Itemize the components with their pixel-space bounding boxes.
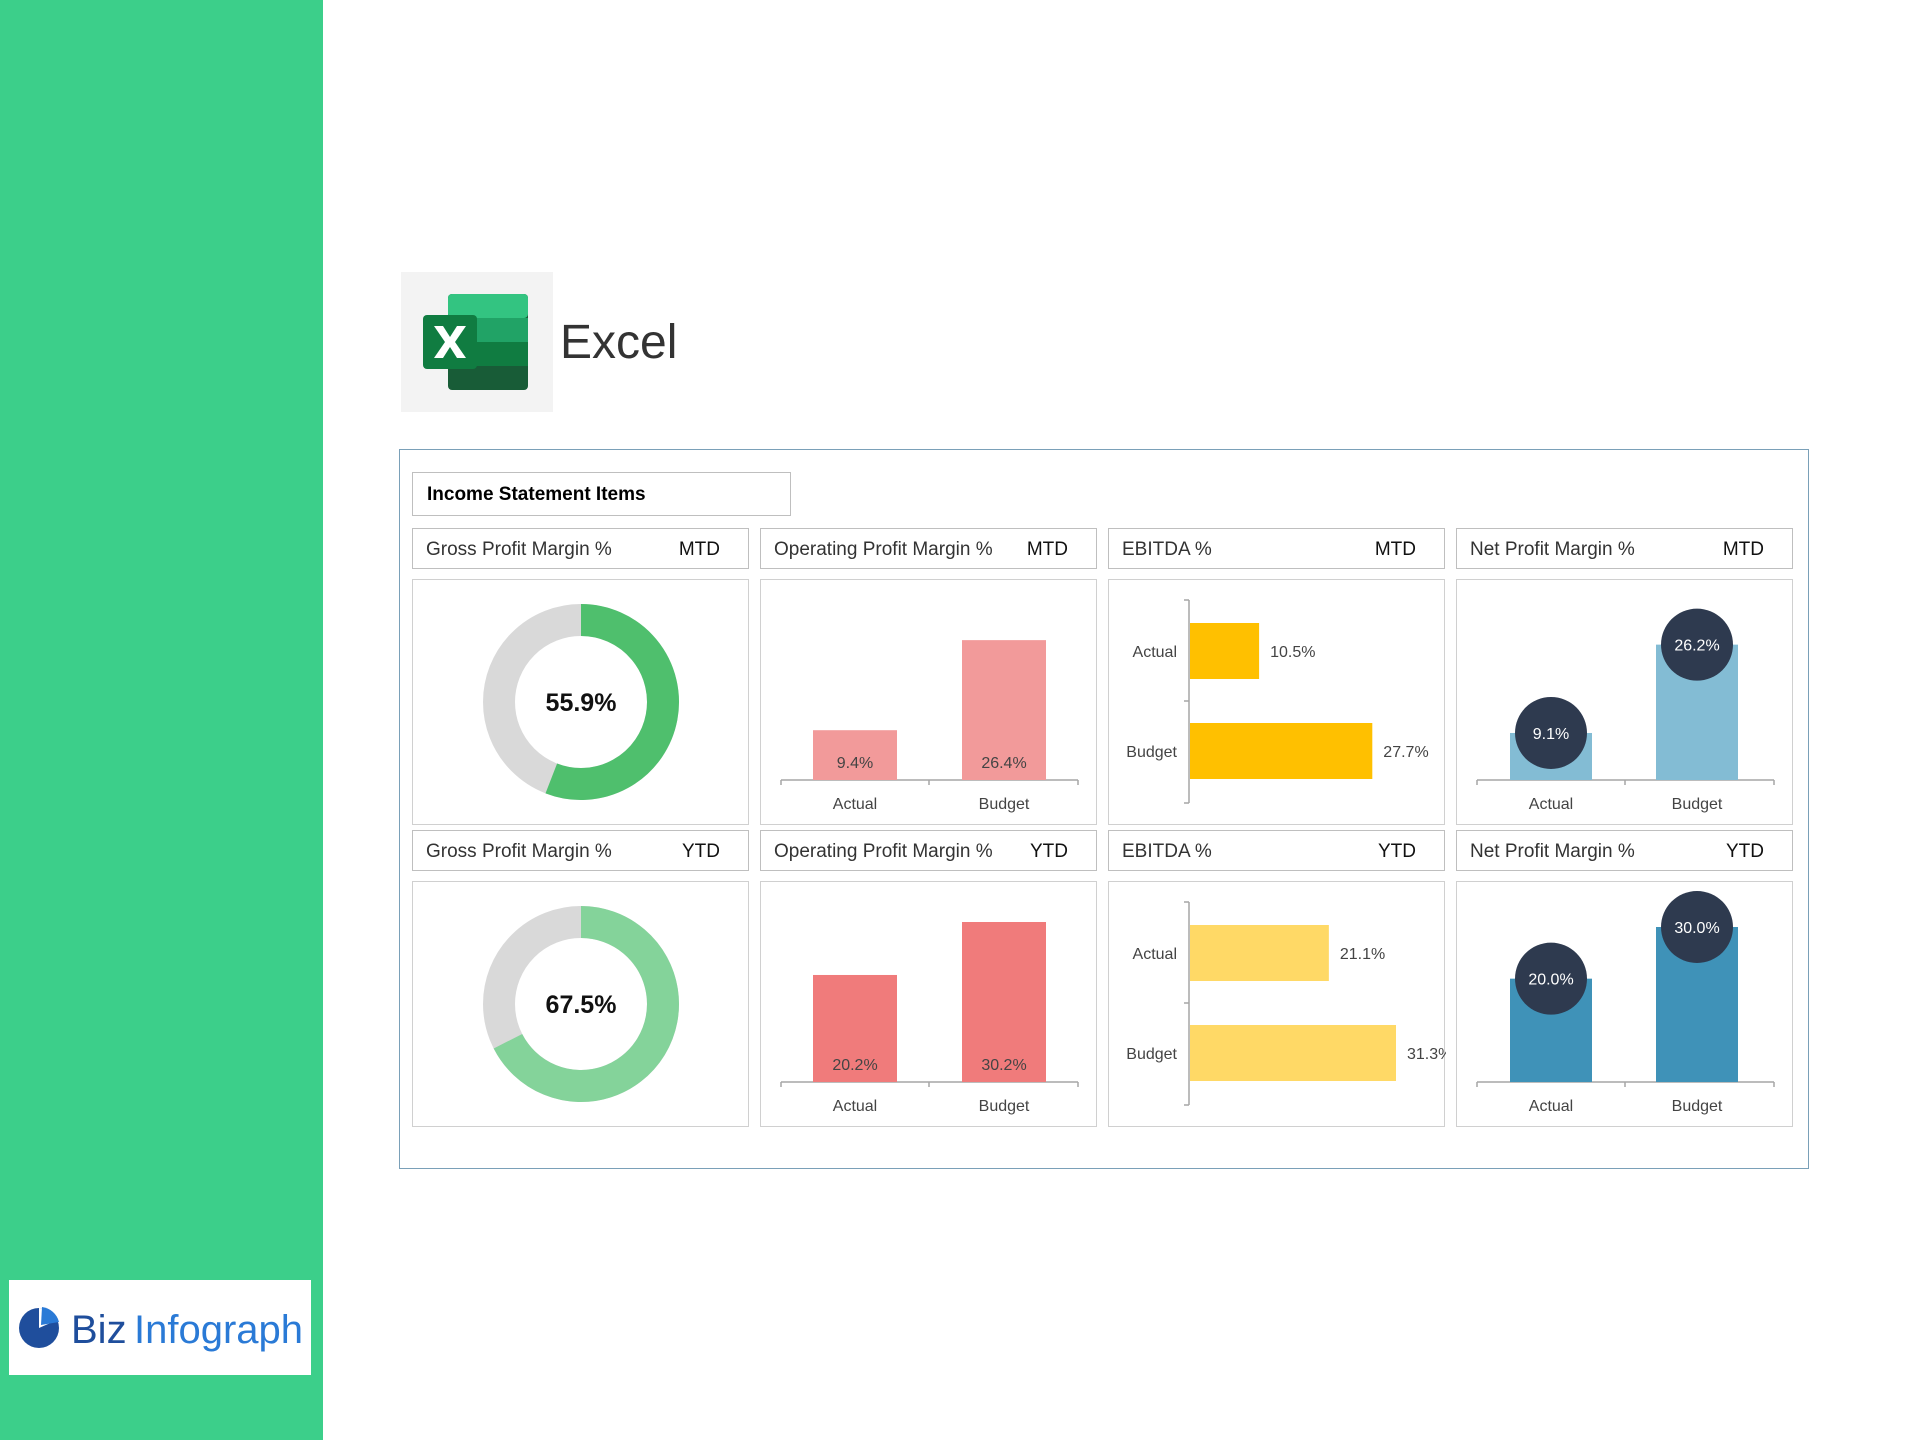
x-tick-label: Actual xyxy=(833,1098,877,1115)
bubble-column-chart: 20.0% Actual 30.0% Budget xyxy=(1476,891,1775,1115)
value-bubble xyxy=(1515,696,1587,769)
bar-value-label: 9.1% xyxy=(1533,726,1569,743)
x-tick-label: Budget xyxy=(1672,1098,1723,1115)
x-tick-label: Actual xyxy=(1529,1098,1573,1115)
column-chart: 20.2% Actual 30.2% Budget xyxy=(780,922,1079,1115)
card-period: MTD xyxy=(678,539,720,560)
bar-chart: 21.1% Actual 31.3% Budget xyxy=(1126,901,1446,1106)
card-period: YTD xyxy=(1378,841,1416,862)
card-title: Net Profit Margin % xyxy=(1470,841,1635,862)
chart-panel: 9.4% Actual 26.4% Budget xyxy=(760,579,1097,825)
bar xyxy=(1190,1025,1396,1081)
x-tick-label: Budget xyxy=(979,796,1030,813)
y-tick-label: Actual xyxy=(1133,946,1177,963)
x-tick-label: Actual xyxy=(1529,796,1573,813)
card-header: EBITDA % MTD xyxy=(1108,528,1445,569)
card-title: Gross Profit Margin % xyxy=(426,841,612,862)
bar-value-label: 20.2% xyxy=(832,1057,877,1074)
value-bubble xyxy=(1661,891,1733,963)
bar-value-label: 21.1% xyxy=(1340,946,1385,963)
x-tick-label: Budget xyxy=(979,1098,1030,1115)
chart-panel: 10.5% Actual 27.7% Budget xyxy=(1108,579,1445,825)
donut-chart: 67.5% xyxy=(483,906,679,1102)
pie-logo-icon xyxy=(19,1307,59,1348)
bar xyxy=(1190,723,1373,779)
donut-value-label: 55.9% xyxy=(546,689,617,717)
card-title: EBITDA % xyxy=(1122,841,1212,862)
card-header: Operating Profit Margin % MTD xyxy=(760,528,1097,569)
card-period: MTD xyxy=(1374,539,1416,560)
bubble-column-chart: 9.1% Actual 26.2% Budget xyxy=(1476,608,1775,813)
x-tick-label: Budget xyxy=(1672,796,1723,813)
chart-panel: 9.1% Actual 26.2% Budget xyxy=(1456,579,1793,825)
donut-chart: 55.9% xyxy=(483,604,679,800)
bar-chart: 10.5% Actual 27.7% Budget xyxy=(1126,599,1429,804)
excel-icon xyxy=(423,294,528,390)
card-header: Gross Profit Margin % MTD xyxy=(412,528,749,569)
card-header: Net Profit Margin % MTD xyxy=(1456,528,1793,569)
section-title: Income Statement Items xyxy=(412,472,791,516)
x-tick-label: Actual xyxy=(833,796,877,813)
value-bubble xyxy=(1661,608,1733,681)
card-period: YTD xyxy=(1726,841,1764,862)
bar xyxy=(813,730,897,780)
card-title: Gross Profit Margin % xyxy=(426,539,612,560)
card-title: Net Profit Margin % xyxy=(1470,539,1635,560)
card-period: YTD xyxy=(1030,841,1068,862)
bar xyxy=(813,974,897,1082)
y-tick-label: Actual xyxy=(1133,644,1177,661)
card-header: EBITDA % YTD xyxy=(1108,830,1445,871)
y-tick-label: Budget xyxy=(1126,744,1177,761)
bar-value-label: 30.0% xyxy=(1674,920,1719,937)
card-title: Operating Profit Margin % xyxy=(774,841,993,862)
donut-slice xyxy=(493,906,679,1102)
card-period: YTD xyxy=(682,841,720,862)
bar-value-label: 26.4% xyxy=(981,755,1026,772)
bar-value-label: 27.7% xyxy=(1383,744,1428,761)
card-period: MTD xyxy=(1026,539,1068,560)
brand-part1: Biz xyxy=(71,1308,127,1352)
brand-part2: Infograph xyxy=(134,1308,303,1352)
card-header: Operating Profit Margin % YTD xyxy=(760,830,1097,871)
column-chart: 9.4% Actual 26.4% Budget xyxy=(780,640,1079,813)
chart-panel: 67.5% xyxy=(412,881,749,1127)
excel-logo-tile xyxy=(401,272,553,412)
bar-value-label: 9.4% xyxy=(837,755,873,772)
donut-slice xyxy=(545,604,679,800)
brand-logo: Biz Infograph xyxy=(9,1280,311,1375)
chart-panel: 20.2% Actual 30.2% Budget xyxy=(760,881,1097,1127)
chart-panel: 21.1% Actual 31.3% Budget xyxy=(1108,881,1446,1127)
app-title: Excel xyxy=(560,316,678,369)
y-tick-label: Budget xyxy=(1126,1046,1177,1063)
bar-value-label: 10.5% xyxy=(1270,644,1315,661)
bar-value-label: 31.3% xyxy=(1407,1046,1446,1063)
bar-value-label: 30.2% xyxy=(981,1057,1026,1074)
bar-value-label: 26.2% xyxy=(1674,638,1719,655)
chart-panel: 20.0% Actual 30.0% Budget xyxy=(1456,881,1793,1127)
card-period: MTD xyxy=(1722,539,1764,560)
bar-value-label: 20.0% xyxy=(1528,972,1573,989)
card-header: Gross Profit Margin % YTD xyxy=(412,830,749,871)
bar xyxy=(962,640,1046,780)
chart-panel: 55.9% xyxy=(412,579,749,825)
bar xyxy=(962,922,1046,1082)
bar xyxy=(1190,623,1260,679)
value-bubble xyxy=(1515,942,1587,1015)
card-title: EBITDA % xyxy=(1122,539,1212,560)
sidebar xyxy=(0,0,323,1440)
bar xyxy=(1190,925,1329,981)
card-title: Operating Profit Margin % xyxy=(774,539,993,560)
card-header: Net Profit Margin % YTD xyxy=(1456,830,1793,871)
donut-value-label: 67.5% xyxy=(546,991,617,1019)
